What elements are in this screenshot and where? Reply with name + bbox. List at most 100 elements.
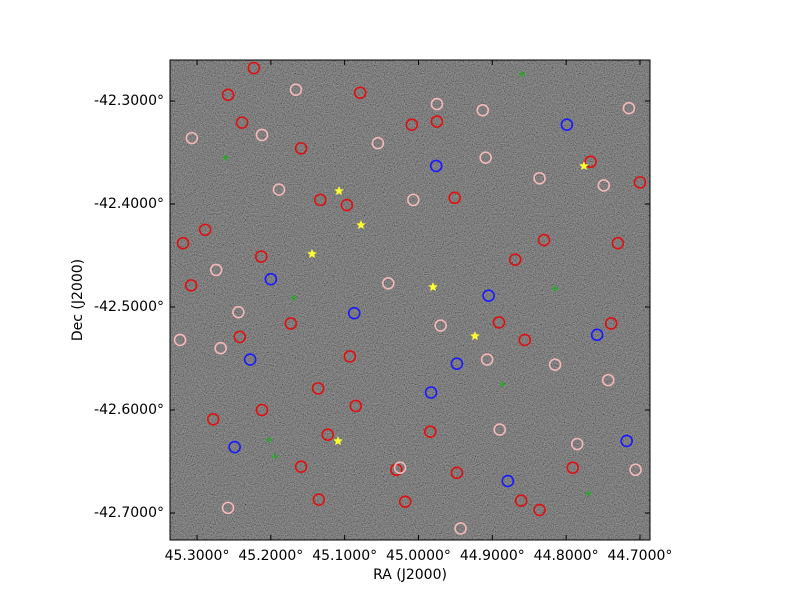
source-plus: [499, 381, 506, 388]
source-circle: [479, 151, 492, 164]
source-circle: [311, 382, 325, 395]
source-circle: [176, 236, 190, 250]
source-circle: [228, 440, 241, 454]
source-circle: [407, 193, 420, 207]
x-tick-label: 44.7000°: [608, 548, 673, 564]
source-circle: [405, 118, 419, 131]
source-circle: [209, 263, 223, 277]
source-circle: [233, 330, 247, 344]
source-circle: [235, 116, 249, 129]
source-circle: [398, 495, 412, 508]
source-circle: [371, 136, 385, 150]
source-circle: [537, 233, 551, 247]
marks: [173, 61, 647, 535]
source-circle: [353, 86, 367, 100]
source-plus: [290, 294, 297, 301]
source-plus: [552, 285, 559, 292]
source-circle: [294, 142, 308, 155]
source-circle: [221, 88, 235, 102]
source-circle: [448, 191, 461, 205]
y-tick-label: -42.7000°: [94, 505, 164, 521]
source-circle: [294, 460, 308, 473]
source-circle: [221, 501, 235, 515]
source-circle: [493, 423, 506, 436]
source-circle: [620, 434, 633, 448]
source-star: [428, 282, 438, 292]
source-circle: [232, 305, 245, 319]
source-star: [579, 161, 589, 170]
source-circle: [254, 250, 268, 263]
x-tick-label: 45.3000°: [165, 548, 230, 564]
source-circle: [424, 425, 437, 438]
source-circle: [424, 386, 438, 399]
source-circle: [349, 399, 363, 413]
source-circle: [430, 115, 444, 128]
source-circle: [514, 494, 528, 507]
source-circle: [454, 522, 467, 535]
source-circle: [604, 317, 618, 330]
source-circle: [312, 493, 326, 506]
source-circle: [633, 176, 647, 189]
source-circle: [314, 193, 327, 207]
source-circle: [184, 279, 198, 292]
source-circle: [533, 503, 546, 517]
y-tick-label: -42.4000°: [94, 196, 164, 212]
source-star: [470, 331, 480, 341]
source-circle: [434, 319, 447, 332]
source-circle: [518, 333, 532, 347]
source-circle: [560, 118, 574, 131]
source-plus: [518, 71, 525, 78]
source-circle: [185, 131, 199, 145]
source-star: [334, 186, 344, 196]
source-circle: [206, 412, 220, 426]
source-circle: [501, 474, 515, 488]
y-tick-label: -42.6000°: [94, 402, 164, 418]
source-circle: [548, 358, 562, 371]
source-circle: [566, 461, 580, 474]
source-circle: [272, 183, 286, 196]
source-circle: [214, 341, 227, 355]
source-plus: [222, 154, 229, 161]
source-circle: [430, 97, 444, 111]
sky-noise: [170, 60, 650, 540]
y-tick-label: -42.5000°: [94, 299, 164, 315]
source-circle: [622, 101, 636, 115]
source-star: [307, 249, 317, 258]
source-circle: [247, 61, 261, 75]
source-circle: [393, 461, 407, 474]
source-circle: [173, 333, 187, 347]
source-plus: [272, 453, 279, 460]
source-circle: [255, 128, 269, 142]
source-circle: [450, 466, 464, 480]
source-circle: [476, 103, 490, 117]
source-circle: [450, 357, 464, 370]
source-circle: [284, 317, 298, 330]
source-circle: [629, 463, 642, 477]
x-axis-label: RA (J2000): [373, 567, 447, 583]
source-circle: [508, 253, 522, 266]
source-circle: [584, 155, 597, 169]
x-tick-label: 44.9000°: [460, 548, 525, 564]
source-star: [333, 436, 343, 446]
source-circle: [381, 277, 395, 290]
source-circle: [590, 328, 604, 342]
source-star: [356, 220, 366, 230]
source-circle: [347, 306, 361, 320]
x-tick-label: 45.1000°: [312, 548, 377, 564]
source-circle: [321, 428, 334, 442]
source-circle: [255, 403, 269, 417]
source-plus: [585, 490, 592, 497]
source-circle: [243, 353, 257, 366]
source-circle: [340, 198, 354, 212]
source-circle: [289, 83, 303, 96]
y-axis-label: Dec (J2000): [70, 259, 86, 341]
source-circle: [343, 350, 357, 363]
source-circle: [482, 289, 495, 302]
source-circle: [601, 373, 615, 387]
source-circle: [597, 179, 611, 192]
source-circle: [611, 236, 625, 250]
source-circle: [429, 159, 443, 173]
source-circle: [264, 272, 278, 286]
source-circle: [533, 171, 546, 185]
